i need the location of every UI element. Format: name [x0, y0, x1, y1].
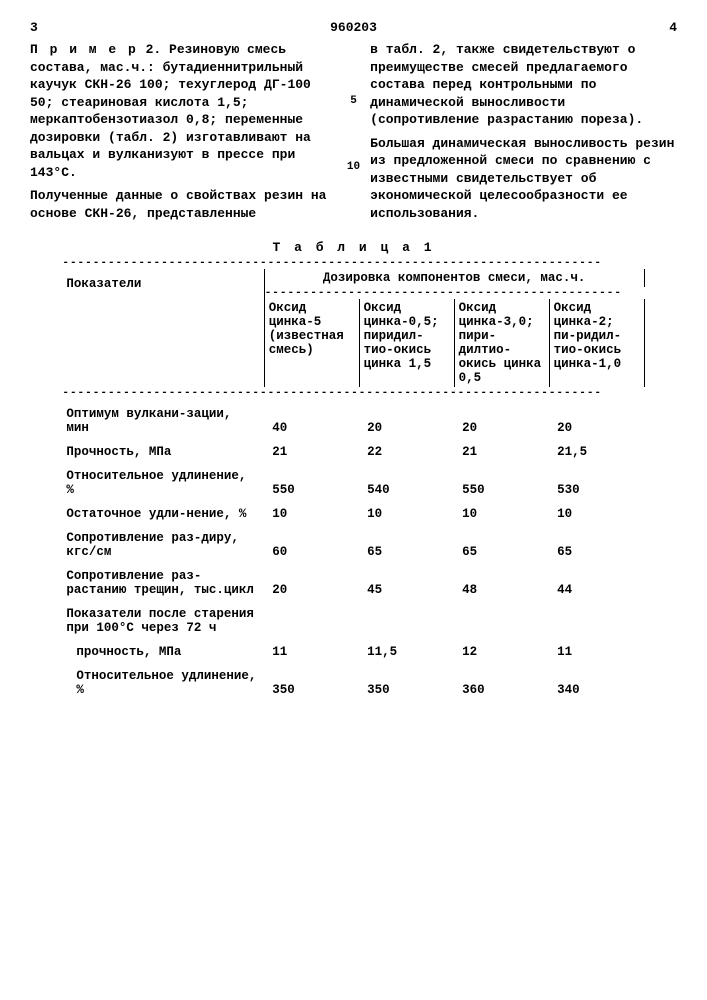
data-cell: 11,5: [359, 637, 454, 661]
table-row: Оптимум вулкани-зации, мин40202020: [62, 399, 644, 437]
row-header: Показатели: [62, 269, 264, 299]
data-cell: 11: [264, 637, 359, 661]
data-cell: 10: [359, 499, 454, 523]
data-cell: 540: [359, 461, 454, 499]
line-markers: 5 10: [347, 41, 360, 228]
data-cell: 10: [454, 499, 549, 523]
row-label: Остаточное удли-нение, %: [62, 499, 264, 523]
left-para-1: П р и м е р 2. Резиновую смесь состава, …: [30, 41, 337, 181]
col-header-3: Оксид цинка-3,0; пири-дилтио-окись цинка…: [454, 299, 549, 387]
right-column: в табл. 2, также свидетельствуют о преим…: [370, 41, 677, 228]
page-header: 3 960203 4: [30, 20, 677, 35]
data-cell: 10: [549, 499, 644, 523]
row-label: прочность, МПа: [62, 637, 264, 661]
row-label: Сопротивление раз-растанию трещин, тыс.ц…: [62, 561, 264, 599]
data-cell: 40: [264, 399, 359, 437]
row-label: Прочность, МПа: [62, 437, 264, 461]
data-cell: 350: [359, 661, 454, 699]
table-title: Т а б л и ц а 1: [30, 240, 677, 255]
data-cell: 530: [549, 461, 644, 499]
data-cell: 65: [454, 523, 549, 561]
data-cell: 21,5: [549, 437, 644, 461]
table-row: Прочность, МПа21222121,5: [62, 437, 644, 461]
page-num-right: 4: [377, 20, 677, 35]
data-cell: [359, 599, 454, 637]
col-header-4: Оксид цинка-2; пи-ридил-тио-окись цинка-…: [549, 299, 644, 387]
data-cell: [264, 599, 359, 637]
col-header-1: Оксид цинка-5 (известная смесь): [264, 299, 359, 387]
table-row: Относительное удлинение, %550540550530: [62, 461, 644, 499]
row-label: Показатели после старения при 100°С чере…: [62, 599, 264, 637]
data-cell: 10: [264, 499, 359, 523]
data-cell: 340: [549, 661, 644, 699]
table-row: Показатели после старения при 100°С чере…: [62, 599, 644, 637]
data-cell: 20: [549, 399, 644, 437]
col-group-header: Дозировка компонентов смеси, мас.ч.: [264, 269, 644, 287]
data-cell: 12: [454, 637, 549, 661]
data-cell: [549, 599, 644, 637]
data-cell: 350: [264, 661, 359, 699]
row-label: Относительное удлинение, %: [62, 661, 264, 699]
dash-line: ----------------------------------------…: [264, 287, 644, 299]
col-header-2: Оксид цинка-0,5; пиридил-тио-окись цинка…: [359, 299, 454, 387]
right-para-2: Большая динамическая выносливость резин …: [370, 135, 677, 223]
data-cell: 65: [359, 523, 454, 561]
data-cell: 20: [264, 561, 359, 599]
left-para-2: Полученные данные о свойствах резин на о…: [30, 187, 337, 222]
data-cell: 550: [264, 461, 359, 499]
table-row: прочность, МПа1111,51211: [62, 637, 644, 661]
marker-10: 10: [347, 161, 360, 173]
table-row: Сопротивление раз-диру, кгс/см60656565: [62, 523, 644, 561]
data-cell: 360: [454, 661, 549, 699]
data-table: ----------------------------------------…: [62, 257, 644, 699]
right-para-1: в табл. 2, также свидетельствуют о преим…: [370, 41, 677, 129]
data-cell: 20: [359, 399, 454, 437]
data-cell: 20: [454, 399, 549, 437]
dash-line: ----------------------------------------…: [62, 387, 644, 399]
data-cell: 550: [454, 461, 549, 499]
page-num-left: 3: [30, 20, 330, 35]
dash-line: ----------------------------------------…: [62, 257, 644, 269]
row-label: Оптимум вулкани-зации, мин: [62, 399, 264, 437]
data-cell: 21: [454, 437, 549, 461]
example-label: П р и м е р: [30, 42, 138, 57]
table-row: Относительное удлинение, %350350360340: [62, 661, 644, 699]
data-cell: 11: [549, 637, 644, 661]
table-row: Остаточное удли-нение, %10101010: [62, 499, 644, 523]
text-columns: П р и м е р 2. Резиновую смесь состава, …: [30, 41, 677, 228]
data-cell: 48: [454, 561, 549, 599]
patent-number: 960203: [330, 20, 377, 35]
marker-5: 5: [347, 95, 360, 107]
data-cell: 21: [264, 437, 359, 461]
data-cell: 65: [549, 523, 644, 561]
row-label: Относительное удлинение, %: [62, 461, 264, 499]
row-label: Сопротивление раз-диру, кгс/см: [62, 523, 264, 561]
data-cell: 45: [359, 561, 454, 599]
data-cell: 44: [549, 561, 644, 599]
data-cell: 22: [359, 437, 454, 461]
left-column: П р и м е р 2. Резиновую смесь состава, …: [30, 41, 337, 228]
table-row: Сопротивление раз-растанию трещин, тыс.ц…: [62, 561, 644, 599]
data-cell: [454, 599, 549, 637]
data-cell: 60: [264, 523, 359, 561]
